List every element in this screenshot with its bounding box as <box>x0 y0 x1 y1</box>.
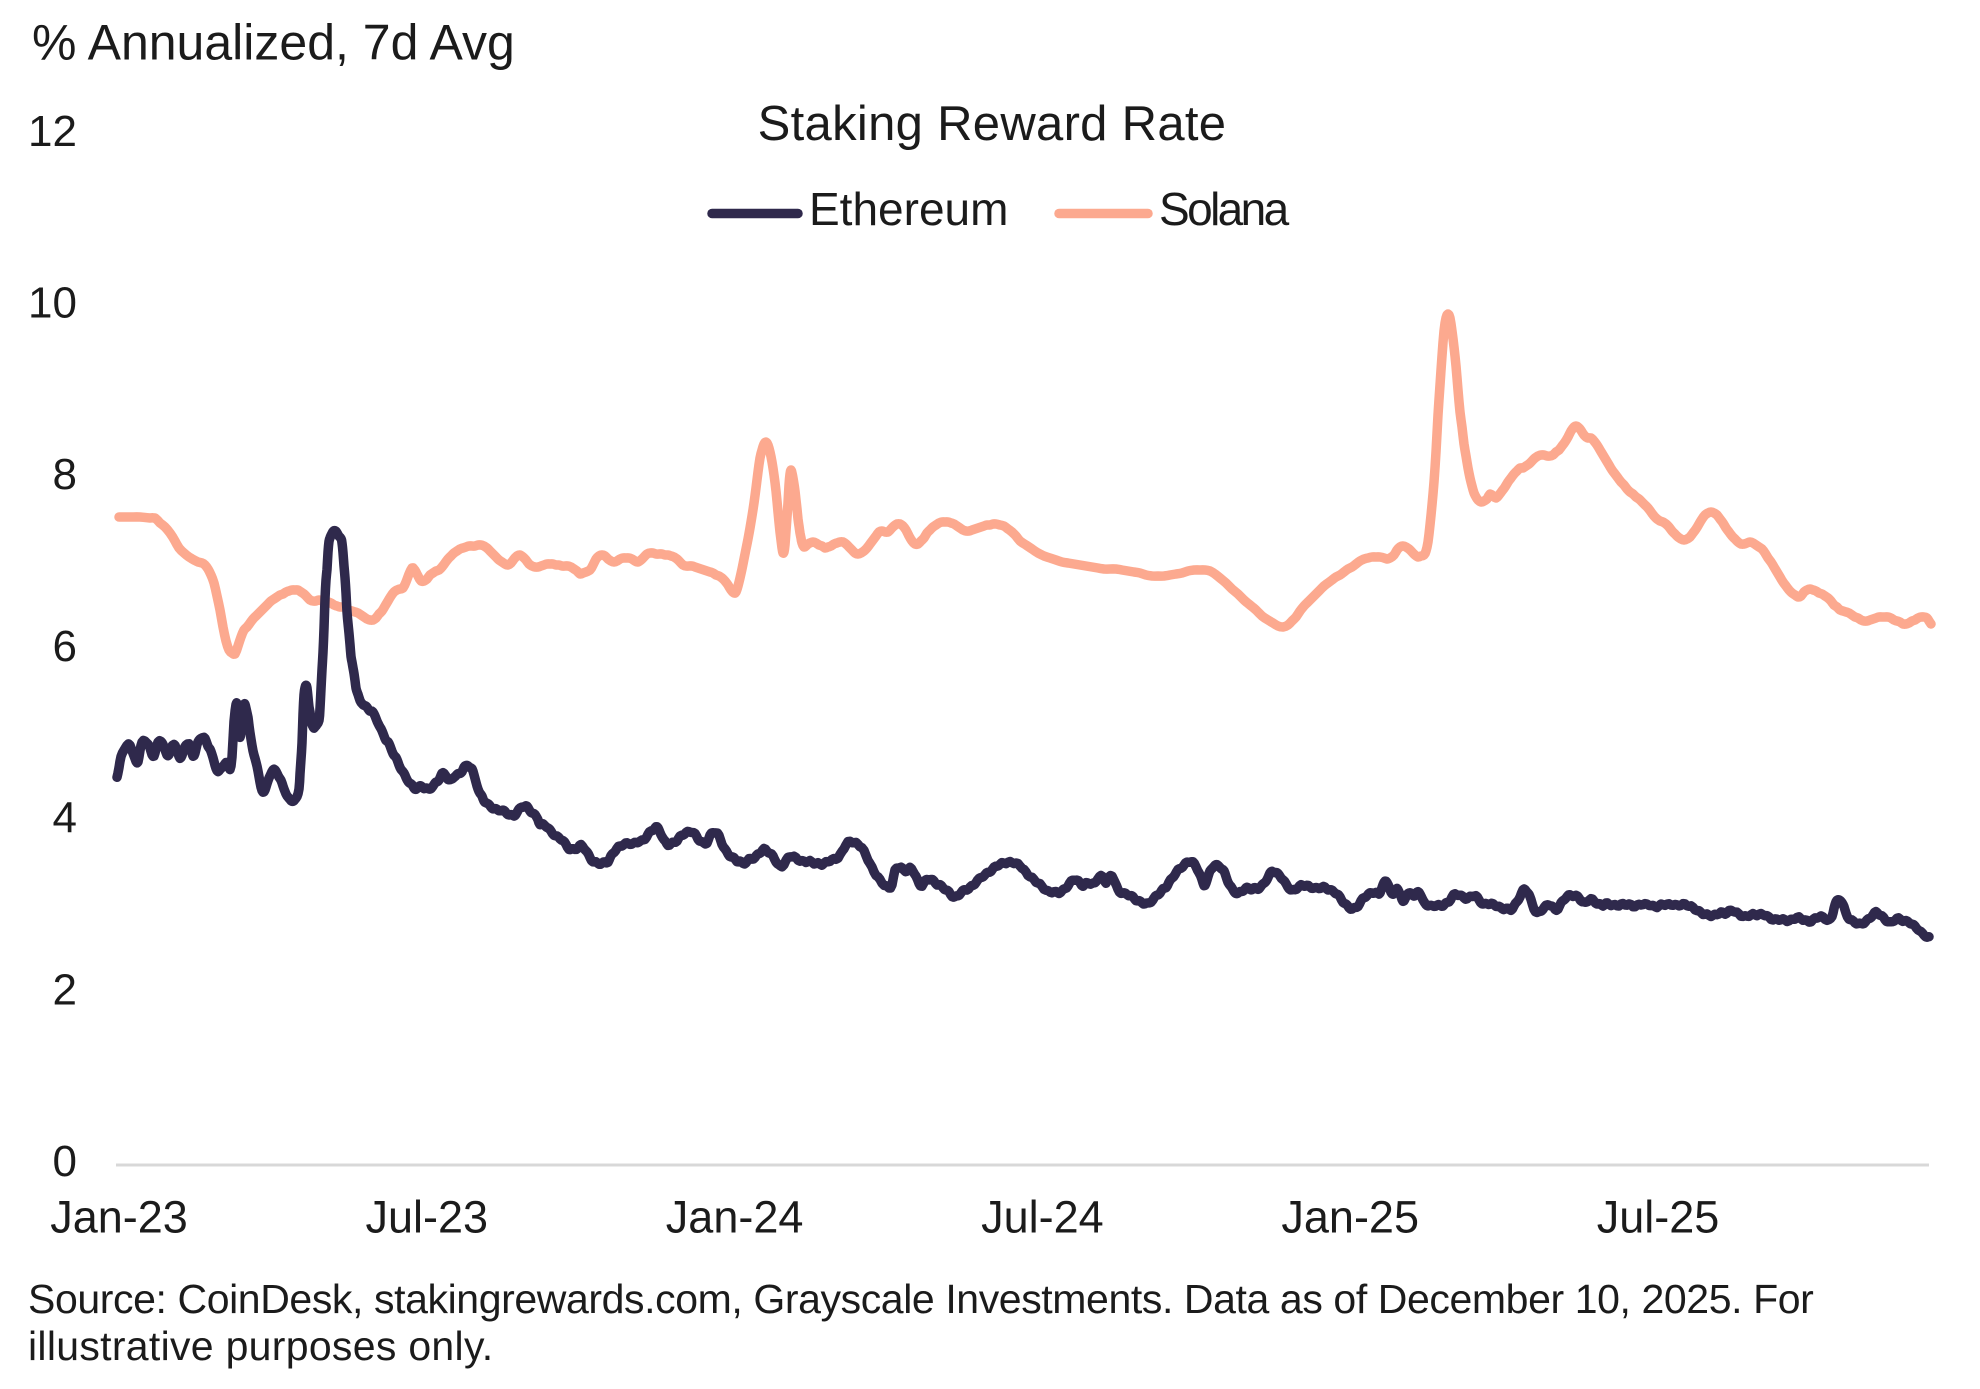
svg-text:Ethereum: Ethereum <box>809 183 1008 235</box>
svg-text:2: 2 <box>53 965 77 1014</box>
svg-text:0: 0 <box>53 1137 77 1186</box>
svg-text:Staking Reward Rate: Staking Reward Rate <box>758 97 1227 151</box>
svg-text:Jan-23: Jan-23 <box>50 1192 188 1243</box>
svg-text:10: 10 <box>28 279 77 328</box>
svg-text:8: 8 <box>53 450 77 499</box>
svg-text:Jul-25: Jul-25 <box>1597 1192 1720 1243</box>
svg-text:12: 12 <box>28 107 77 156</box>
svg-text:Source: CoinDesk, stakingrewar: Source: CoinDesk, stakingrewards.com, Gr… <box>28 1276 1813 1322</box>
svg-text:4: 4 <box>53 794 77 843</box>
svg-text:Jul-23: Jul-23 <box>366 1192 489 1243</box>
svg-text:Solana: Solana <box>1159 183 1290 235</box>
svg-text:illustrative purposes only.: illustrative purposes only. <box>28 1323 493 1369</box>
svg-text:% Annualized, 7d Avg: % Annualized, 7d Avg <box>32 15 515 71</box>
svg-text:Jul-24: Jul-24 <box>981 1192 1104 1243</box>
svg-text:Jan-25: Jan-25 <box>1281 1192 1419 1243</box>
svg-text:6: 6 <box>53 622 77 671</box>
svg-text:Jan-24: Jan-24 <box>666 1192 804 1243</box>
